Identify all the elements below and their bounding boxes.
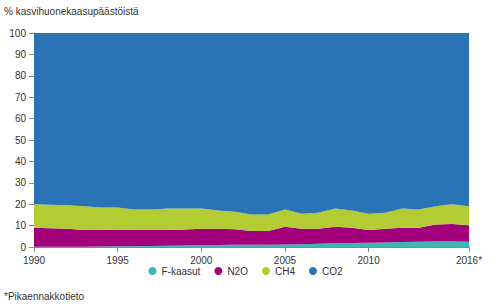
svg-text:30: 30 — [15, 177, 27, 188]
svg-text:% kasvihuonekaasupäästöistä: % kasvihuonekaasupäästöistä — [4, 6, 139, 17]
svg-text:2010: 2010 — [357, 255, 380, 266]
svg-text:N2O: N2O — [227, 266, 248, 277]
svg-text:F-kaasut: F-kaasut — [161, 266, 200, 277]
svg-text:2016*: 2016* — [456, 255, 482, 266]
svg-text:10: 10 — [15, 220, 27, 231]
svg-text:CH4: CH4 — [275, 266, 295, 277]
svg-text:CO2: CO2 — [322, 266, 343, 277]
svg-text:2005: 2005 — [274, 255, 297, 266]
svg-text:20: 20 — [15, 199, 27, 210]
svg-text:100: 100 — [9, 28, 26, 39]
svg-text:80: 80 — [15, 70, 27, 81]
svg-text:90: 90 — [15, 49, 27, 60]
svg-text:60: 60 — [15, 113, 27, 124]
svg-text:1990: 1990 — [23, 255, 46, 266]
svg-text:40: 40 — [15, 156, 27, 167]
svg-text:1995: 1995 — [107, 255, 130, 266]
svg-text:50: 50 — [15, 135, 27, 146]
svg-text:*Pikaennakkotieto: *Pikaennakkotieto — [4, 291, 84, 302]
svg-text:0: 0 — [20, 242, 26, 253]
svg-text:70: 70 — [15, 92, 27, 103]
svg-text:2000: 2000 — [190, 255, 213, 266]
